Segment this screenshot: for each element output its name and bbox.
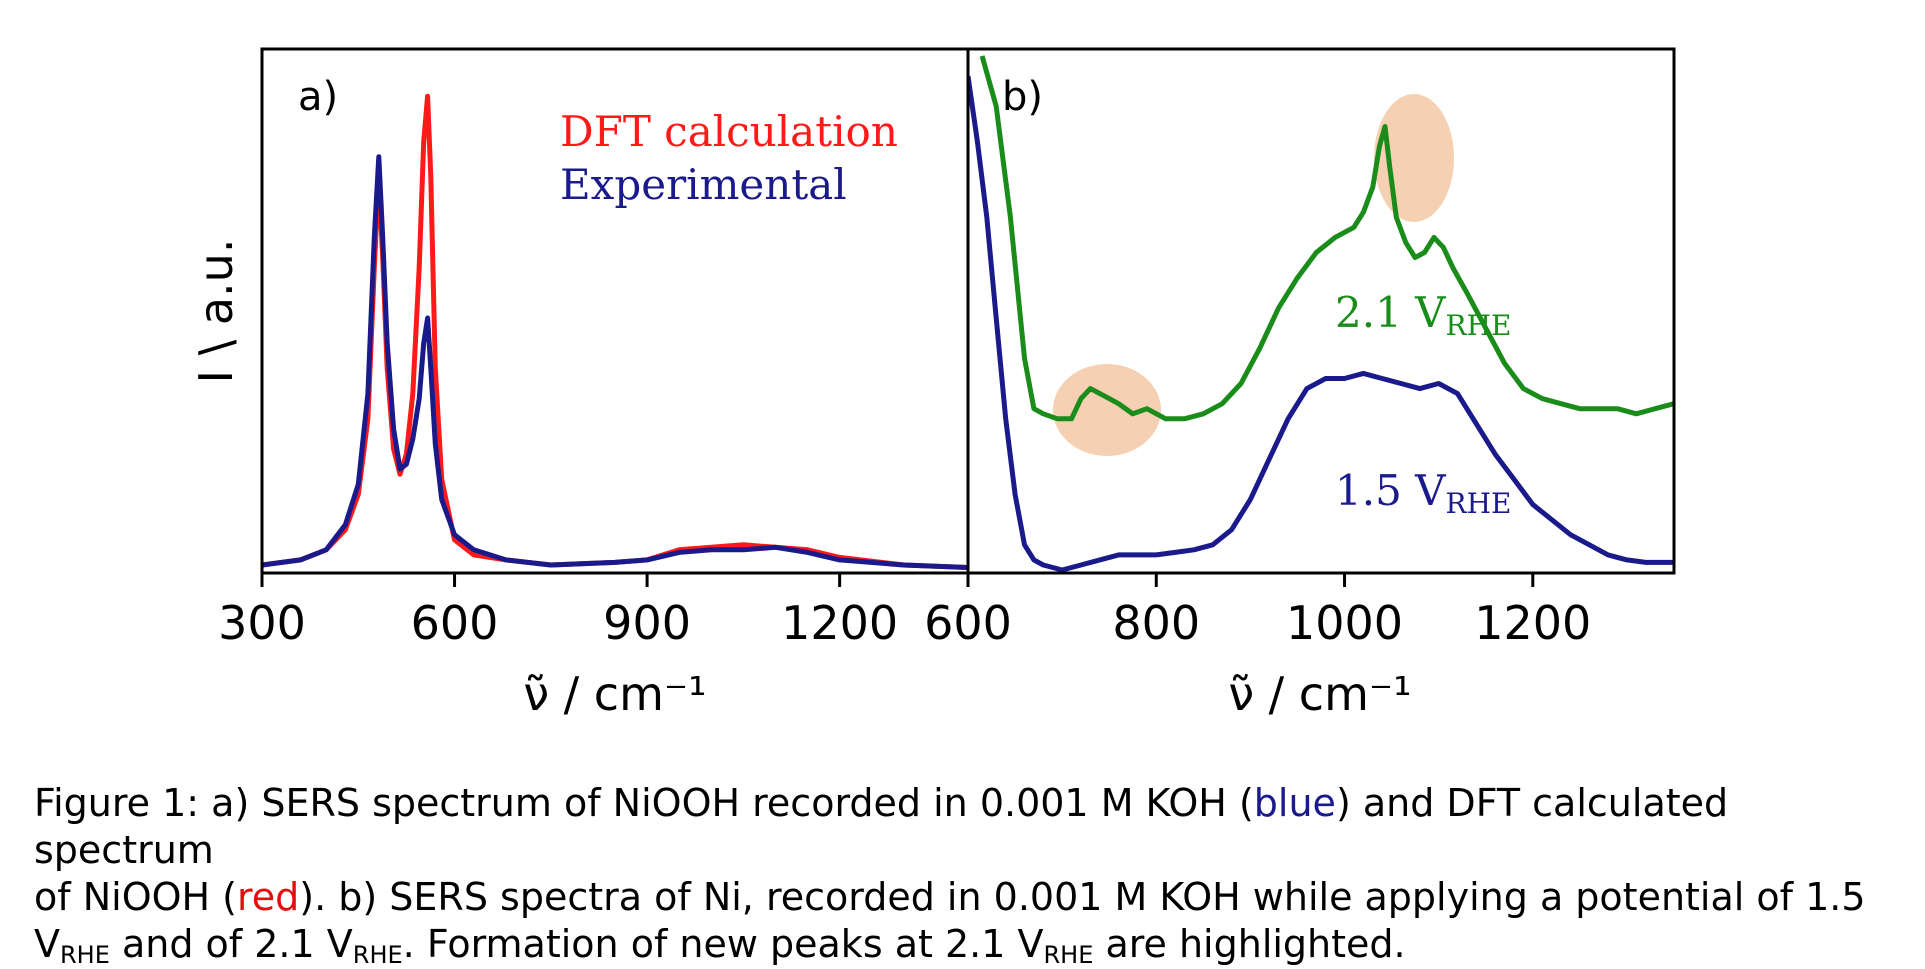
panel-a-ylabel: I \ a.u. xyxy=(189,239,243,384)
panel-b-xlabel: ν̃ / cm⁻¹ xyxy=(1228,667,1411,721)
panel-a-series xyxy=(262,93,968,570)
panel-a-xlabel: ν̃ / cm⁻¹ xyxy=(523,667,706,721)
panel-b-ticks: 600 800 1000 1200 xyxy=(924,573,1591,650)
panel-a: 300 600 900 1200 a) DFT calculation Experim… xyxy=(189,47,970,721)
panel-b-xtick-label: 600 xyxy=(924,596,1012,650)
figure-caption: Figure 1: a) SERS spectrum of NiOOH reco… xyxy=(34,780,1904,968)
caption-line-2: of NiOOH (red). b) SERS spectra of Ni, r… xyxy=(34,875,1866,919)
panel-a-xtick-label: 600 xyxy=(411,596,499,650)
caption-line-1: Figure 1: a) SERS spectrum of NiOOH reco… xyxy=(34,781,1729,872)
figure-svg: 300 600 900 1200 a) DFT calculation Experim… xyxy=(189,47,1676,721)
caption-line-3: VRHE and of 2.1 VRHE. Formation of new p… xyxy=(34,922,1406,969)
highlight-peak-730 xyxy=(1053,364,1161,456)
label-1-5-vrhe: 1.5 VRHE xyxy=(1335,466,1511,520)
panel-a-label: a) xyxy=(298,74,338,120)
panel-a-series-1-line xyxy=(262,154,968,570)
panel-b-xtick-label: 1000 xyxy=(1286,596,1403,650)
panel-a-xtick-label: 300 xyxy=(218,596,306,650)
caption-red-word: red xyxy=(237,875,300,919)
caption-blue-word: blue xyxy=(1253,781,1336,825)
panel-b: 600 800 1000 1200 b) 2.1 VRHE 1.5 VRHE ν̃ /… xyxy=(924,47,1676,721)
panel-b-series-0-line xyxy=(979,55,1674,422)
highlight-peak-1045 xyxy=(1374,94,1454,222)
panel-a-ticks: 300 600 900 1200 xyxy=(218,573,898,650)
legend-dft: DFT calculation xyxy=(560,107,898,156)
panel-b-frame xyxy=(966,47,1676,575)
panel-b-xtick-label: 800 xyxy=(1112,596,1200,650)
panel-b-series-1-line xyxy=(968,75,1674,573)
panel-a-xtick-label: 1200 xyxy=(781,596,898,650)
panel-b-xtick-label: 1200 xyxy=(1474,596,1591,650)
panel-b-label: b) xyxy=(1002,74,1043,120)
label-2-1-vrhe: 2.1 VRHE xyxy=(1335,288,1511,342)
panel-b-series xyxy=(968,55,1674,573)
panel-a-xtick-label: 900 xyxy=(603,596,691,650)
legend-experimental: Experimental xyxy=(560,160,847,209)
